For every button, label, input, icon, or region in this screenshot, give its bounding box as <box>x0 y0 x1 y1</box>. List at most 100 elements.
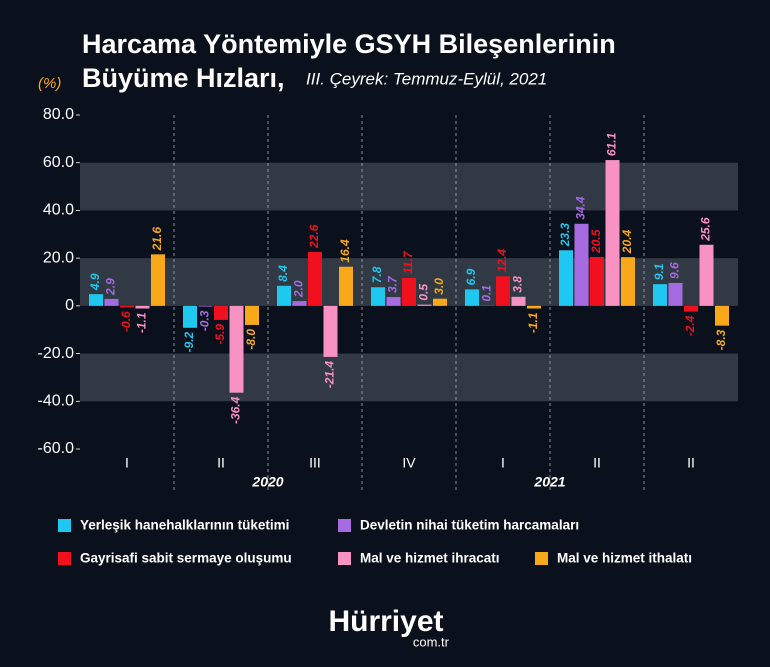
x-tick-label: II <box>593 455 601 471</box>
bar <box>214 305 228 320</box>
bar <box>183 305 197 328</box>
grid-band <box>80 353 738 402</box>
legend-swatch <box>58 519 71 532</box>
bar <box>715 305 729 326</box>
legend-label: Yerleşik hanehalklarının tüketimi <box>80 518 289 533</box>
legend-label: Gayrisafi sabit sermaye oluşumu <box>80 551 292 566</box>
legend-swatch <box>338 519 351 532</box>
x-tick-label: II <box>687 455 695 471</box>
bar <box>323 305 338 357</box>
value-label: 3.8 <box>511 276 525 293</box>
bar <box>104 298 119 306</box>
value-label: 4.9 <box>88 273 102 291</box>
x-tick-label: I <box>501 455 505 471</box>
value-label: 3.7 <box>386 275 400 293</box>
y-tick-label: 20.0 <box>43 249 74 266</box>
value-label: -8.3 <box>714 329 728 350</box>
value-label: -1.1 <box>135 312 149 333</box>
bar <box>151 254 165 306</box>
bar <box>653 284 667 306</box>
y-tick-label: -60.0 <box>38 440 75 457</box>
value-label: -5.9 <box>213 324 227 345</box>
brand-name: Hürriyet <box>328 605 443 638</box>
bar <box>386 297 401 306</box>
bar <box>120 305 134 308</box>
value-label: 23.3 <box>558 223 572 248</box>
value-label: 12.4 <box>495 249 509 273</box>
bar <box>574 223 589 306</box>
value-label: 2.9 <box>104 278 118 296</box>
value-label: -21.4 <box>323 361 337 389</box>
legend-swatch <box>338 552 351 565</box>
value-label: 0.1 <box>480 285 494 302</box>
y-tick-label: 40.0 <box>43 202 74 219</box>
year-label: 2021 <box>533 474 565 490</box>
value-label: 16.4 <box>338 239 352 263</box>
value-label: -2.4 <box>683 315 697 336</box>
y-tick-label: -40.0 <box>38 393 75 410</box>
bar <box>229 305 244 393</box>
value-label: 20.5 <box>589 229 603 254</box>
value-label: -0.6 <box>119 311 133 332</box>
bar <box>292 301 307 306</box>
legend-label: Mal ve hizmet ihracatı <box>360 551 500 566</box>
bar <box>527 305 541 309</box>
chart-title: Büyüme Hızları, <box>82 63 285 93</box>
value-label: 22.6 <box>307 224 321 249</box>
x-tick-label: II <box>217 455 225 471</box>
bar <box>559 250 573 306</box>
legend-label: Mal ve hizmet ithalatı <box>557 551 692 566</box>
value-label: 9.1 <box>652 263 666 280</box>
x-tick-label: I <box>125 455 129 471</box>
bar <box>433 298 447 306</box>
chart-subtitle: III. Çeyrek: Temmuz-Eylül, 2021 <box>306 69 547 88</box>
bar <box>684 305 698 312</box>
bar <box>496 276 510 306</box>
legend-swatch <box>58 552 71 565</box>
legend-swatch <box>535 552 548 565</box>
bar <box>621 257 635 306</box>
chart-title: Harcama Yöntemiyle GSYH Bileşenlerinin <box>82 29 616 59</box>
brand-domain: com.tr <box>413 634 450 649</box>
legend-label: Devletin nihai tüketim harcamaları <box>360 518 579 533</box>
bar <box>371 287 385 306</box>
y-tick-label: 80.0 <box>43 106 74 123</box>
bar <box>308 251 322 306</box>
bar <box>605 160 620 306</box>
bar <box>245 305 259 325</box>
value-label: 25.6 <box>699 217 713 242</box>
y-tick-label: 60.0 <box>43 154 74 171</box>
bar <box>277 285 291 306</box>
y-tick-label: -20.0 <box>38 345 75 362</box>
bar <box>511 296 526 306</box>
grid-band <box>80 162 738 211</box>
bar <box>402 277 416 306</box>
bar <box>89 294 103 306</box>
bar <box>668 282 683 306</box>
x-tick-label: III <box>309 455 321 471</box>
value-label: 8.4 <box>276 265 290 282</box>
bar <box>198 305 213 307</box>
value-label: 6.9 <box>464 268 478 285</box>
year-label: 2020 <box>251 474 283 490</box>
bar <box>135 305 150 309</box>
value-label: -36.4 <box>229 396 243 424</box>
value-label: -8.0 <box>244 329 258 350</box>
value-label: 3.0 <box>432 278 446 295</box>
value-label: 2.0 <box>292 280 306 298</box>
value-label: 11.7 <box>401 250 415 274</box>
y-unit: (%) <box>38 75 61 92</box>
x-tick-label: IV <box>402 455 416 471</box>
bar <box>465 289 479 306</box>
value-label: 20.4 <box>620 230 634 255</box>
bar <box>590 256 604 306</box>
value-label: -9.2 <box>182 331 196 352</box>
bar <box>699 244 714 306</box>
bar <box>339 266 353 306</box>
value-label: 34.4 <box>574 196 588 220</box>
bar <box>417 304 432 306</box>
value-label: 21.6 <box>150 227 164 252</box>
value-label: 9.6 <box>668 262 682 279</box>
value-label: -1.1 <box>526 312 540 333</box>
